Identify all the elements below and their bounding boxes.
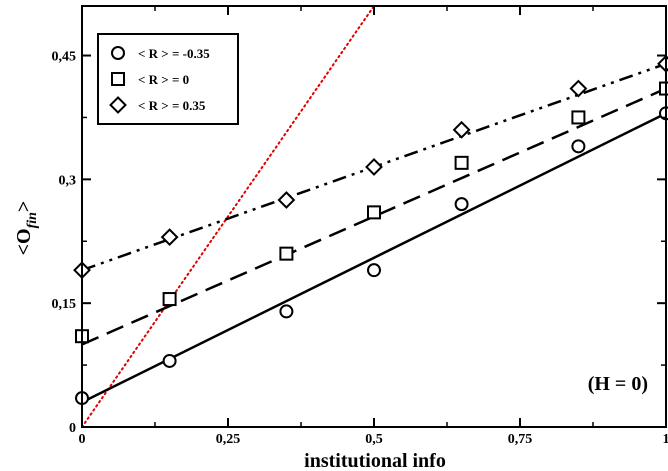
series-3-point	[160, 228, 179, 247]
legend-marker-2	[111, 72, 125, 86]
legend-label-3: < R > = 0.35	[138, 98, 206, 113]
series-3-point	[365, 158, 383, 176]
series-2-point	[571, 110, 586, 125]
x-axis-title: institutional info	[304, 450, 446, 471]
series-2-point	[454, 155, 469, 170]
series-3-point	[569, 79, 588, 98]
series-3-point	[452, 120, 471, 139]
series-3-point	[277, 191, 296, 209]
x-tick-label: 1	[663, 432, 668, 447]
series-1-fit-line	[82, 112, 666, 404]
x-tick-label: 0,5	[365, 432, 383, 447]
series-1-points	[75, 106, 668, 406]
series-2-point	[162, 292, 177, 307]
x-tick-label: 0	[79, 432, 86, 447]
series-1-point	[279, 304, 294, 319]
legend-marker-3	[109, 96, 127, 114]
condition-annotation: (H = 0)	[588, 373, 648, 395]
y-axis-title: <Ofin>	[13, 201, 40, 256]
reference-line	[82, 6, 375, 427]
series-2-point	[367, 205, 381, 220]
x-tick-label: 0,75	[508, 432, 533, 447]
y-tick-label: 0,3	[59, 173, 77, 188]
legend: < R > = -0.35 < R > = 0 < R > = 0.35	[97, 33, 239, 125]
legend-label-1: < R > = -0.35	[138, 46, 210, 61]
series-1-point	[571, 139, 586, 154]
series-1-point	[162, 353, 177, 368]
y-tick-label: 0,45	[52, 50, 77, 65]
series-1-point	[367, 263, 381, 278]
axes-layer: 0 0,25 0,5 0,75 1 0 0,15 0,3 0,45	[52, 5, 668, 447]
x-tick-label: 0,25	[216, 432, 241, 447]
legend-label-2: < R > = 0	[138, 72, 189, 87]
legend-marker-1	[111, 46, 125, 60]
series-2-point	[279, 246, 294, 261]
series-1-point	[454, 197, 469, 212]
y-tick-label: 0,15	[52, 297, 77, 312]
y-tick-label: 0	[69, 421, 76, 436]
